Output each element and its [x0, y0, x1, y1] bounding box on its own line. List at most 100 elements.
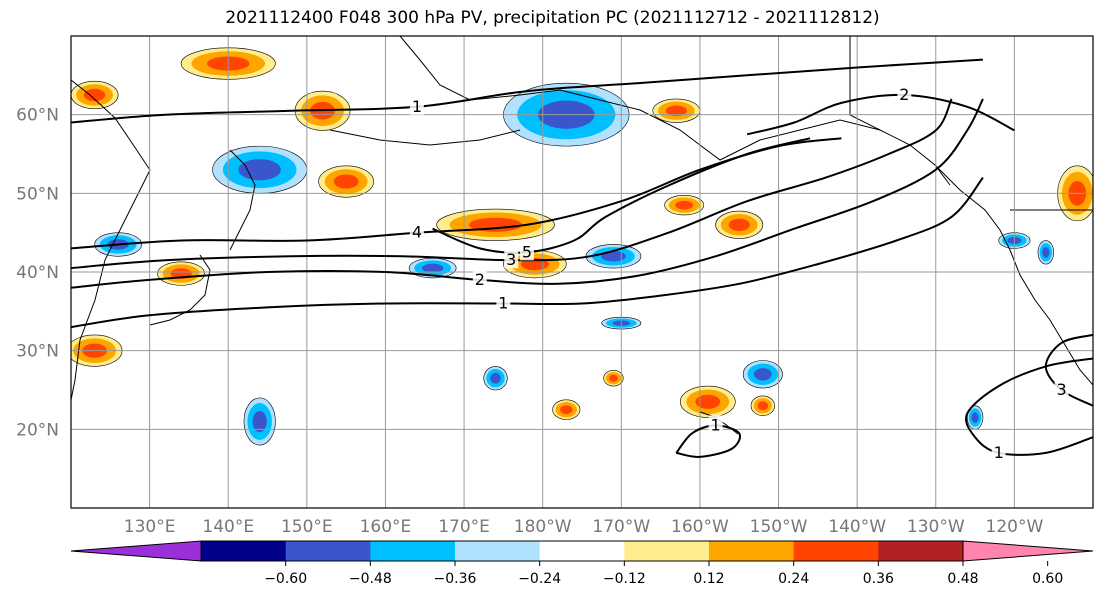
colorbar-tick-label: 0.60	[1032, 571, 1063, 587]
contour-label-bg	[472, 269, 487, 288]
chart-title: 2021112400 F048 300 hPa PV, precipitatio…	[225, 8, 880, 28]
lat-tick-label: 20°N	[16, 420, 59, 440]
colorbar: −0.60 −0.48 −0.36 −0.24 −0.12 0.12 0.24 0.36 0.4…	[70, 540, 1094, 587]
contour-label-bg	[409, 96, 424, 115]
contour-label: 1	[498, 293, 508, 312]
contour-label-bg	[409, 222, 424, 241]
precip-shade	[675, 200, 694, 210]
colorbar-segment	[624, 541, 710, 561]
contour-label: 4	[412, 223, 422, 242]
precip-shade	[753, 368, 772, 381]
precip-patch-17	[212, 145, 308, 194]
contour-label: 2	[475, 270, 485, 289]
colorbar-tick-label: −0.24	[518, 571, 561, 587]
lat-tick-label: 30°N	[16, 342, 59, 362]
precip-shade	[971, 412, 979, 423]
colorbar-tick-label: −0.12	[603, 571, 646, 587]
coastline-north-america	[934, 164, 1093, 386]
precip-patch-6	[157, 261, 205, 286]
colorbar-segment	[878, 541, 964, 561]
precip-shade	[83, 88, 106, 102]
contour-label: 1	[994, 443, 1004, 462]
precip-shade	[609, 374, 618, 382]
colorbar-extend-max	[962, 540, 1094, 562]
contour-label-bg	[708, 415, 723, 434]
precip-shade	[601, 250, 626, 262]
pv-contour-1	[675, 424, 742, 458]
colorbar-tick-label: −0.36	[434, 571, 477, 587]
precip-patch-22	[483, 366, 508, 391]
contour-label: 5	[522, 242, 532, 261]
colorbar-segment	[709, 541, 795, 561]
pv-contour-3	[71, 98, 953, 270]
precip-patch-27	[1037, 240, 1054, 265]
contour-label-bg	[496, 293, 511, 312]
precip-patch-1	[71, 80, 119, 110]
lon-tick-label: 150°W	[750, 517, 808, 537]
contour-label-bg	[991, 442, 1006, 461]
coastline-japan	[149, 254, 211, 326]
contour-label: 2	[899, 85, 909, 104]
contour-label-bg	[1054, 380, 1069, 398]
colorbar-segment	[285, 541, 371, 561]
map-frame	[70, 35, 1094, 509]
pv-contour-1	[71, 176, 984, 329]
contour-label-bg	[504, 250, 519, 269]
aleutian-islands	[329, 129, 521, 146]
precip-patch-23	[742, 360, 783, 389]
lon-tick-label: 160°W	[671, 517, 729, 537]
precip-patch-14	[750, 395, 775, 416]
precip-patch-24	[243, 397, 276, 446]
precip-shade	[333, 174, 359, 189]
pv-contour-1	[965, 357, 1093, 456]
contour-label: 3	[1056, 380, 1066, 399]
precip-shade	[1042, 247, 1050, 258]
colorbar-tick-label: 0.24	[778, 571, 809, 587]
colorbar-outline	[200, 540, 964, 562]
precip-shade	[252, 410, 267, 433]
coastline-kamchatka	[229, 149, 256, 251]
precip-patch-19	[585, 244, 642, 269]
precip-shade	[728, 218, 750, 231]
lon-tick-label: 170°E	[438, 517, 490, 537]
lon-tick-label: 170°W	[592, 517, 650, 537]
colorbar-tick-label: −0.60	[264, 571, 307, 587]
colorbar-tick-label: 0.36	[863, 571, 894, 587]
precip-patch-3	[318, 165, 374, 198]
pv-contours	[71, 58, 1093, 458]
precip-patch-25	[966, 405, 984, 430]
precip-shade	[422, 263, 444, 273]
lon-tick-label: 130°E	[124, 517, 176, 537]
precip-patch-11	[679, 385, 736, 418]
axis-labels: 20°N 30°N 40°N 50°N 60°N 130°E 140°E 150°E 160°E…	[16, 106, 1043, 537]
precip-patch-8	[652, 98, 701, 123]
lon-tick-label: 140°E	[202, 517, 254, 537]
colorbar-tick-label: −0.48	[349, 571, 392, 587]
pv-contour-2	[746, 93, 1015, 136]
precip-patch-13	[603, 370, 624, 387]
precip-shade	[695, 394, 721, 409]
contour-label-bg	[897, 85, 912, 103]
precip-shade	[560, 405, 573, 415]
precip-patch-9	[664, 195, 705, 216]
pv-contour-3	[1044, 333, 1093, 407]
colorbar-tick-label: 0.12	[693, 571, 724, 587]
lon-tick-label: 120°W	[986, 517, 1044, 537]
pv-contour-2	[71, 98, 984, 289]
precip-patch-21	[601, 316, 642, 330]
colorbar-segment	[201, 541, 287, 561]
lon-tick-label: 140°W	[828, 517, 886, 537]
lat-tick-label: 50°N	[16, 184, 59, 204]
lat-tick-label: 40°N	[16, 263, 59, 283]
colorbar-extend-min	[70, 540, 202, 562]
lat-tick-label: 60°N	[16, 106, 59, 126]
precip-shade	[490, 372, 501, 384]
precip-shade	[238, 159, 281, 181]
coastline-alaska	[399, 36, 951, 186]
contour-label-bg	[519, 242, 534, 261]
colorbar-segment	[793, 541, 879, 561]
lon-tick-label: 150°E	[281, 517, 333, 537]
pv-contour-5	[432, 137, 811, 254]
